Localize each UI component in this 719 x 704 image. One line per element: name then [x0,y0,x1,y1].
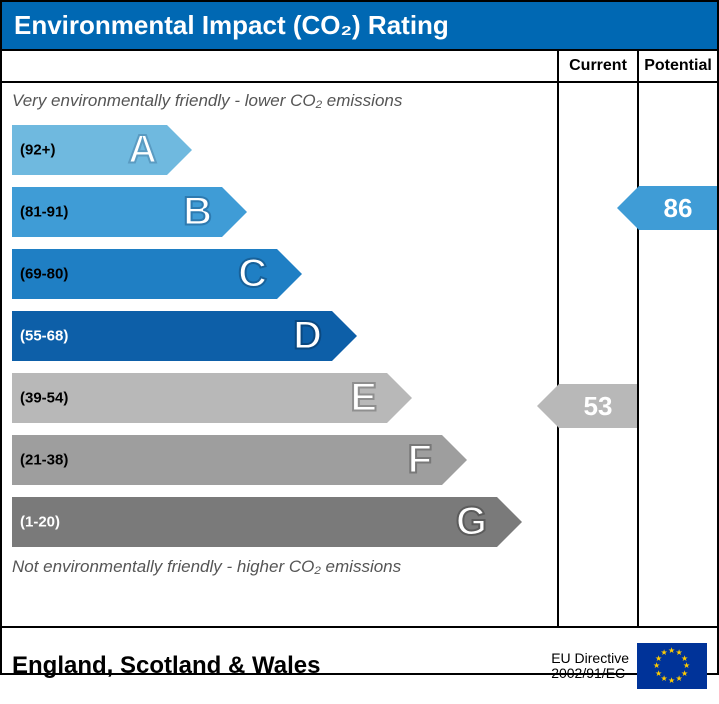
bottom-note: Not environmentally friendly - higher CO… [2,555,557,583]
band-row-c: (69-80) C [2,245,557,303]
current-rating-column: 53 [557,83,637,626]
band-letter-f: F [408,438,432,483]
bands-column: Very environmentally friendly - lower CO… [2,83,557,626]
current-rating-arrow: 53 [559,384,637,428]
band-row-g: (1-20) G [2,493,557,551]
potential-rating-arrow-tip [617,186,639,230]
band-range-e: (39-54) [20,390,68,407]
top-note: Very environmentally friendly - lower CO… [2,89,557,117]
directive-line1: EU Directive [551,651,629,666]
eu-flag-icon: ★★★★★★★★★★★★ [637,643,707,689]
band-bar-d: (55-68) D [12,311,332,361]
band-range-g: (1-20) [20,514,60,531]
band-letter-g: G [456,500,487,545]
band-letter-c: C [238,252,267,297]
footer-region: England, Scotland & Wales [12,652,320,680]
band-letter-d: D [293,314,322,359]
band-letter-b: B [183,190,212,235]
directive-line2: 2002/91/EC [551,666,629,681]
band-arrow-tip-a [167,125,192,175]
column-header-row: Current Potential [2,51,717,83]
band-row-a: (92+) A [2,121,557,179]
potential-header: Potential [637,51,717,81]
footer-right: EU Directive 2002/91/EC ★★★★★★★★★★★★ [551,643,707,689]
band-arrow-tip-b [222,187,247,237]
title-bar: Environmental Impact (CO₂) Rating [2,2,717,51]
footer-directive: EU Directive 2002/91/EC [551,651,629,682]
band-range-a: (92+) [20,142,55,159]
potential-rating-arrow: 86 [639,186,717,230]
potential-rating-value: 86 [639,186,717,230]
title-text: Environmental Impact (CO₂) Rating [14,10,449,40]
band-bar-f: (21-38) F [12,435,442,485]
band-row-d: (55-68) D [2,307,557,365]
epc-chart-container: Environmental Impact (CO₂) Rating Curren… [0,0,719,675]
band-bar-c: (69-80) C [12,249,277,299]
bands-holder: (92+) A (81-91) B (69-80) C (55-68) D (39-54) E (2… [2,121,557,551]
band-range-b: (81-91) [20,204,68,221]
band-range-f: (21-38) [20,452,68,469]
current-rating-value: 53 [559,384,637,428]
eu-star-icon: ★ [668,646,675,655]
band-arrow-tip-c [277,249,302,299]
band-arrow-tip-g [497,497,522,547]
band-row-f: (21-38) F [2,431,557,489]
eu-star-icon: ★ [668,676,675,685]
band-bar-b: (81-91) B [12,187,222,237]
eu-star-icon: ★ [676,674,683,683]
band-bar-g: (1-20) G [12,497,497,547]
band-bar-e: (39-54) E [12,373,387,423]
band-letter-e: E [350,376,377,421]
blank-header [2,51,557,81]
chart-grid: Very environmentally friendly - lower CO… [2,83,717,628]
band-arrow-tip-d [332,311,357,361]
current-rating-arrow-tip [537,384,559,428]
footer: England, Scotland & Wales EU Directive 2… [2,628,717,704]
band-arrow-tip-e [387,373,412,423]
potential-rating-column: 86 [637,83,717,626]
band-range-d: (55-68) [20,328,68,345]
band-bar-a: (92+) A [12,125,167,175]
band-arrow-tip-f [442,435,467,485]
band-letter-a: A [128,128,157,173]
band-range-c: (69-80) [20,266,68,283]
eu-star-icon: ★ [661,648,668,657]
band-row-b: (81-91) B [2,183,557,241]
band-row-e: (39-54) E [2,369,557,427]
current-header: Current [557,51,637,81]
